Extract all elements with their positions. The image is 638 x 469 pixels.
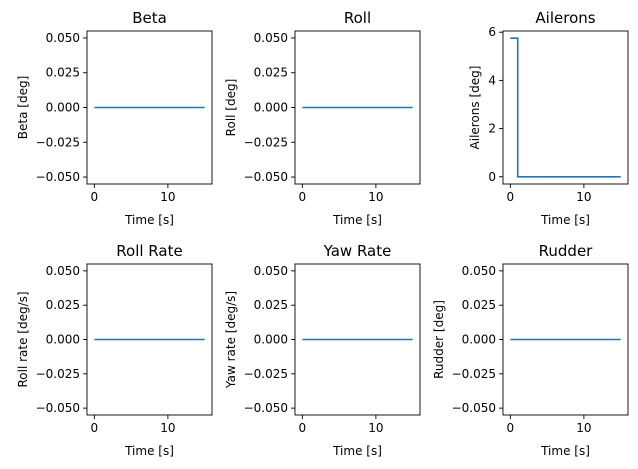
x-tick-label-beta-0: 0 — [91, 190, 99, 204]
subplot-title-rudder: Rudder — [539, 242, 594, 260]
y-tick-label-ailerons-3: 6 — [488, 25, 496, 39]
y-tick-label-yaw-rate-3: 0.025 — [254, 298, 288, 312]
x-axis-label-roll: Time [s] — [332, 213, 382, 227]
x-tick-label-ailerons-0: 0 — [507, 190, 515, 204]
y-tick-label-ailerons-2: 4 — [488, 73, 496, 87]
subplot-title-beta: Beta — [132, 9, 167, 27]
x-tick-label-roll-0: 0 — [299, 190, 307, 204]
x-tick-label-roll-rate-1: 10 — [160, 421, 175, 435]
y-tick-label-beta-4: 0.050 — [46, 31, 80, 45]
y-tick-label-roll-1: −0.025 — [244, 135, 288, 149]
x-tick-label-roll-1: 10 — [368, 190, 383, 204]
axes-frame-ailerons — [502, 30, 629, 185]
y-axis-label-yaw-rate: Yaw rate [deg/s] — [224, 291, 238, 389]
y-tick-label-rudder-3: 0.025 — [462, 298, 496, 312]
x-tick-label-rudder-0: 0 — [507, 421, 515, 435]
y-tick-label-yaw-rate-2: 0.000 — [254, 333, 288, 347]
y-tick-label-roll-2: 0.000 — [254, 101, 288, 115]
y-tick-label-yaw-rate-1: −0.025 — [244, 367, 288, 381]
y-tick-label-rudder-4: 0.050 — [462, 264, 496, 278]
y-tick-label-roll-rate-3: 0.025 — [46, 298, 80, 312]
x-tick-label-rudder-1: 10 — [576, 421, 591, 435]
y-tick-label-ailerons-1: 2 — [488, 122, 496, 136]
subplot-title-roll-rate: Roll Rate — [116, 242, 182, 260]
y-tick-label-rudder-0: −0.050 — [452, 401, 496, 415]
x-tick-label-yaw-rate-0: 0 — [299, 421, 307, 435]
y-axis-label-beta: Beta [deg] — [16, 76, 30, 139]
x-tick-label-yaw-rate-1: 10 — [368, 421, 383, 435]
y-tick-label-beta-0: −0.050 — [36, 170, 80, 184]
y-axis-label-roll: Roll [deg] — [224, 79, 238, 137]
y-tick-label-yaw-rate-0: −0.050 — [244, 401, 288, 415]
y-tick-label-roll-4: 0.050 — [254, 31, 288, 45]
subplot-beta: 0 10 −0.050 −0.025 0.000 0.025 0.050 Beta Time [… — [16, 9, 213, 227]
subplot-title-yaw-rate: Yaw Rate — [323, 242, 392, 260]
x-tick-label-beta-1: 10 — [160, 190, 175, 204]
x-axis-label-rudder: Time [s] — [540, 444, 590, 458]
y-tick-label-beta-3: 0.025 — [46, 66, 80, 80]
subplot-rudder: 0 10 −0.050 −0.025 0.000 0.025 0.050 Rudder Time… — [432, 242, 629, 458]
x-tick-label-roll-rate-0: 0 — [91, 421, 99, 435]
y-tick-label-beta-2: 0.000 — [46, 101, 80, 115]
y-tick-label-rudder-1: −0.025 — [452, 367, 496, 381]
y-axis-label-rudder: Rudder [deg] — [432, 300, 446, 379]
y-tick-label-roll-0: −0.050 — [244, 170, 288, 184]
x-axis-label-roll-rate: Time [s] — [124, 444, 174, 458]
subplot-roll: 0 10 −0.050 −0.025 0.000 0.025 0.050 Roll Time [… — [224, 9, 421, 227]
y-axis-label-ailerons: Ailerons [deg] — [468, 66, 482, 150]
subplot-ailerons: 0 10 0 2 4 6 Ailerons Time [s] Ailerons [deg] — [468, 9, 629, 227]
x-axis-label-beta: Time [s] — [124, 213, 174, 227]
y-tick-label-roll-3: 0.025 — [254, 66, 288, 80]
y-axis-label-roll-rate: Roll rate [deg/s] — [16, 291, 30, 387]
y-tick-label-yaw-rate-4: 0.050 — [254, 264, 288, 278]
subplot-roll-rate: 0 10 −0.050 −0.025 0.000 0.025 0.050 Roll Rate T… — [16, 242, 213, 458]
x-axis-label-ailerons: Time [s] — [540, 213, 590, 227]
y-tick-label-beta-1: −0.025 — [36, 135, 80, 149]
series-line-ailerons-0 — [510, 37, 621, 178]
subplot-title-roll: Roll — [344, 9, 371, 27]
x-axis-label-yaw-rate: Time [s] — [332, 444, 382, 458]
y-tick-label-rudder-2: 0.000 — [462, 333, 496, 347]
y-tick-label-roll-rate-2: 0.000 — [46, 333, 80, 347]
y-tick-label-roll-rate-1: −0.025 — [36, 367, 80, 381]
y-tick-label-roll-rate-4: 0.050 — [46, 264, 80, 278]
y-tick-label-roll-rate-0: −0.050 — [36, 401, 80, 415]
subplot-yaw-rate: 0 10 −0.050 −0.025 0.000 0.025 0.050 Yaw Rate Ti… — [224, 242, 421, 458]
x-tick-label-ailerons-1: 10 — [576, 190, 591, 204]
subplot-title-ailerons: Ailerons — [535, 9, 595, 27]
y-tick-label-ailerons-0: 0 — [488, 170, 496, 184]
